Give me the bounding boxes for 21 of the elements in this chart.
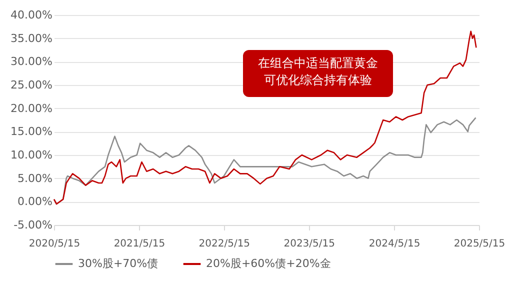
legend-label: 30%股+70%债 bbox=[78, 257, 158, 270]
x-tick-label: 2021/5/15 bbox=[114, 238, 166, 250]
x-tick-label: 2022/5/15 bbox=[198, 238, 250, 250]
x-tick-label: 2023/5/15 bbox=[284, 238, 335, 250]
y-tick-label: 20.00% bbox=[10, 102, 52, 115]
y-tick-label: 40.00% bbox=[10, 8, 52, 22]
annotation: 可优化综合持有体验 bbox=[263, 72, 373, 89]
y-tick-label: 35.00% bbox=[10, 32, 52, 45]
line-series bbox=[53, 30, 477, 205]
y-tick-label: 5.00% bbox=[18, 172, 52, 185]
y-tick-label: 30.00% bbox=[10, 55, 52, 68]
x-tick-label: 2020/5/15 bbox=[28, 238, 80, 250]
y-tick-label: 15.00% bbox=[10, 125, 52, 138]
y-tick-label: -5.00% bbox=[14, 218, 52, 232]
annotation: 在组合中适当配置黄金 bbox=[257, 55, 379, 72]
y-tick-label: 10.00% bbox=[10, 148, 52, 162]
y-tick-label: 25.00% bbox=[10, 78, 52, 92]
legend-label: 20%股+60%债+20%金 bbox=[206, 257, 331, 270]
x-tick-label: 2024/5/15 bbox=[368, 238, 420, 250]
x-tick-label: 2025/5/15 bbox=[454, 238, 506, 250]
y-tick-label: 0.00% bbox=[18, 195, 52, 208]
